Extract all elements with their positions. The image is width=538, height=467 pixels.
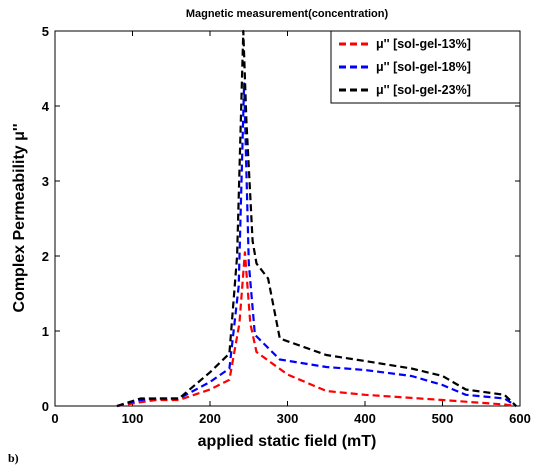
- legend: μ'' [sol-gel-13%] μ'' [sol-gel-18%] μ'' [s…: [330, 30, 521, 104]
- legend-label-3: μ'' [sol-gel-23%]: [376, 83, 471, 97]
- y-tick-label: 0: [42, 399, 49, 414]
- x-tick-label: 400: [354, 411, 376, 426]
- y-axis-label: Complex Permeability μ'': [11, 123, 28, 312]
- axis-ticks: 0 100 200 300 400 500 600 0 1 2 3 4 5: [42, 24, 531, 426]
- legend-label-1: μ'' [sol-gel-13%]: [376, 37, 471, 51]
- y-tick-label: 4: [42, 99, 50, 114]
- x-tick-label: 300: [277, 411, 299, 426]
- series-line-1: [116, 251, 517, 408]
- x-tick-label: 500: [432, 411, 454, 426]
- x-tick-label: 200: [199, 411, 221, 426]
- y-tick-label: 3: [42, 174, 49, 189]
- y-tick-label: 1: [42, 324, 49, 339]
- legend-label-2: μ'' [sol-gel-18%]: [376, 60, 471, 74]
- series-layer: [116, 29, 517, 408]
- x-axis-label: applied static field (mT): [198, 433, 377, 450]
- chart-title: Magnetic measurement(concentration): [186, 8, 389, 20]
- series-line-2: [116, 82, 517, 408]
- x-tick-label: 0: [51, 411, 58, 426]
- panel-label: b): [8, 451, 19, 465]
- series-line-3: [116, 29, 517, 408]
- x-tick-label: 600: [509, 411, 531, 426]
- y-tick-label: 2: [42, 249, 49, 264]
- y-tick-label: 5: [42, 24, 49, 39]
- x-tick-label: 100: [122, 411, 144, 426]
